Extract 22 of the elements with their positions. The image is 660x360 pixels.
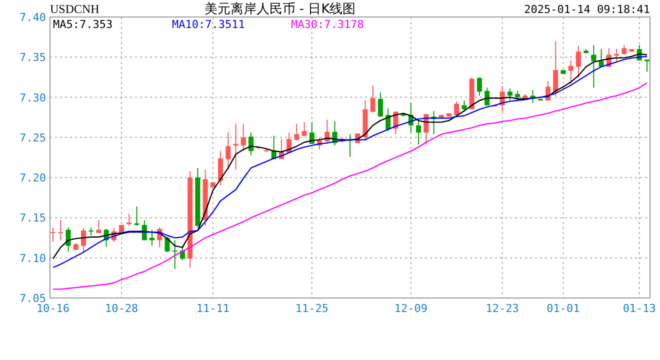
y-tick-label: 7.10 [20,252,46,265]
x-tick-label: 11-11 [196,302,230,315]
y-tick-label: 7.25 [20,131,46,144]
y-tick-label: 7.20 [20,172,46,185]
chart-title: 美元离岸人民币 - 日K线图 [204,1,356,17]
text: MA10:7.3511 [172,18,245,31]
y-tick-label: 7.05 [20,292,46,305]
x-tick-label: 10-28 [104,302,138,315]
text: 2025-01-14 09:18:41 [524,3,650,16]
y-tick-label: 7.30 [20,91,46,104]
x-tick-label: 10-16 [36,302,70,315]
text: MA30:7.3178 [291,18,364,31]
chart-subtitle: USDCNH [50,2,100,16]
y-tick-label: 7.35 [20,51,46,64]
text: MA5:7.353 [53,18,113,31]
x-tick-label: 12-23 [486,302,519,315]
y-tick-label: 7.40 [20,11,46,24]
x-tick-label: 12-09 [394,302,428,315]
x-tick-label: 01-01 [546,302,580,315]
x-tick-label: 11-25 [295,302,328,315]
x-tick-label: 01-13 [622,302,656,315]
y-tick-label: 7.15 [20,212,46,225]
